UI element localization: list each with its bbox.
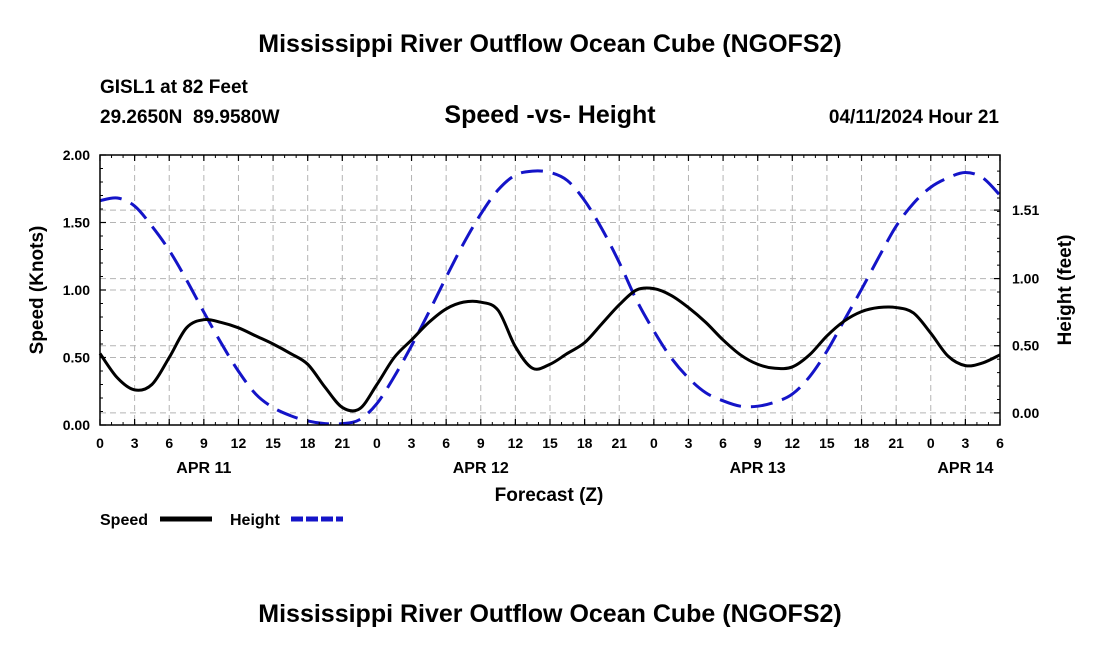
x-tick-label: 0 (373, 435, 381, 451)
x-tick-label: 15 (542, 435, 558, 451)
forecast-timestamp: 04/11/2024 Hour 21 (828, 107, 999, 128)
series-layer (98, 169, 1002, 426)
y2-tick-label: 0.50 (1012, 338, 1039, 354)
x-date-label: APR 13 (730, 460, 786, 477)
x-tick-label: 21 (611, 435, 627, 451)
station-coordinates: 29.2650N 89.9580W (100, 107, 280, 128)
y2-axis-title: Height (feet) (1055, 235, 1076, 346)
y2-tick-label: 0.00 (1012, 405, 1039, 421)
x-tick-label: 9 (200, 435, 208, 451)
legend-label-height: Height (230, 512, 280, 529)
legend-label-speed: Speed (100, 512, 148, 529)
x-tick-label: 15 (265, 435, 281, 451)
tick-labels: 0 3 6 9 12 15 18 21 0 3 6 9 12 15 18 21 0 3 6 9 12 15 18 21 0 3 6A… (63, 147, 1040, 477)
x-tick-label: 9 (754, 435, 762, 451)
x-date-label: APR 12 (453, 460, 509, 477)
x-tick-label: 6 (165, 435, 173, 451)
x-tick-label: 6 (719, 435, 727, 451)
x-tick-label: 21 (888, 435, 904, 451)
y2-tick-label: 1.51 (1012, 202, 1039, 218)
y-tick-label: 0.00 (63, 417, 90, 433)
x-tick-label: 0 (927, 435, 935, 451)
y2-tick-label: 1.00 (1012, 271, 1039, 287)
y-axis-title: Speed (Knots) (27, 226, 48, 355)
y-tick-label: 2.00 (63, 147, 90, 163)
x-tick-label: 3 (961, 435, 969, 451)
legend: Speed Height (100, 512, 343, 529)
x-tick-label: 18 (577, 435, 593, 451)
y-tick-label: 1.00 (63, 282, 90, 298)
x-tick-label: 18 (854, 435, 870, 451)
x-tick-label: 21 (335, 435, 351, 451)
footer-title: Mississippi River Outflow Ocean Cube (NG… (258, 600, 842, 628)
x-date-label: APR 11 (176, 460, 231, 477)
x-tick-label: 15 (819, 435, 835, 451)
x-tick-label: 0 (96, 435, 104, 451)
x-tick-label: 0 (650, 435, 658, 451)
x-tick-label: 12 (785, 435, 801, 451)
x-tick-label: 12 (508, 435, 524, 451)
ticks (99, 154, 1001, 426)
chart-main-title: Mississippi River Outflow Ocean Cube (NG… (258, 30, 842, 58)
x-tick-label: 3 (685, 435, 693, 451)
x-tick-label: 6 (996, 435, 1004, 451)
series-line-speed (98, 286, 1001, 413)
y-tick-label: 0.50 (63, 350, 90, 366)
series-line-height (99, 169, 1002, 426)
station-label: GISL1 at 82 Feet (100, 77, 248, 98)
y-tick-label: 1.50 (63, 215, 90, 231)
chart-subtitle: Speed -vs- Height (444, 101, 656, 129)
x-tick-label: 3 (408, 435, 416, 451)
x-tick-label: 12 (231, 435, 247, 451)
x-tick-label: 6 (442, 435, 450, 451)
x-tick-label: 18 (300, 435, 316, 451)
x-tick-label: 3 (131, 435, 139, 451)
x-tick-label: 9 (477, 435, 485, 451)
x-date-label: APR 14 (937, 460, 993, 477)
x-axis-title: Forecast (Z) (495, 485, 604, 506)
grid (100, 155, 1000, 425)
